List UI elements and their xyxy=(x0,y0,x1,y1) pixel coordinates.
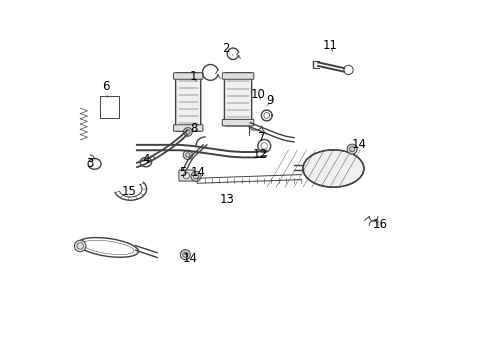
Circle shape xyxy=(74,240,86,252)
FancyBboxPatch shape xyxy=(173,73,203,79)
Circle shape xyxy=(191,171,201,181)
Text: 14: 14 xyxy=(182,252,197,265)
Text: 7: 7 xyxy=(258,131,265,144)
Ellipse shape xyxy=(78,238,138,257)
FancyBboxPatch shape xyxy=(222,73,253,79)
Text: 13: 13 xyxy=(220,193,234,206)
Circle shape xyxy=(180,249,190,260)
Text: 2: 2 xyxy=(222,41,233,55)
Text: 11: 11 xyxy=(323,39,337,52)
Bar xyxy=(100,96,119,118)
Text: 3: 3 xyxy=(86,157,93,170)
Circle shape xyxy=(346,144,356,154)
Text: 14: 14 xyxy=(351,138,366,151)
Circle shape xyxy=(183,150,192,159)
FancyBboxPatch shape xyxy=(173,125,203,131)
Text: 6: 6 xyxy=(102,80,109,98)
Ellipse shape xyxy=(303,150,363,187)
Text: 8: 8 xyxy=(189,122,197,135)
FancyBboxPatch shape xyxy=(175,73,201,131)
Text: 10: 10 xyxy=(250,88,265,101)
Text: 9: 9 xyxy=(265,94,273,107)
FancyBboxPatch shape xyxy=(179,170,194,181)
Text: 5: 5 xyxy=(179,166,186,179)
Text: 14: 14 xyxy=(191,166,205,179)
Text: 12: 12 xyxy=(253,148,267,161)
Text: 16: 16 xyxy=(372,218,387,231)
Text: 15: 15 xyxy=(122,185,136,198)
FancyBboxPatch shape xyxy=(224,73,251,126)
Circle shape xyxy=(183,128,192,136)
Text: 1: 1 xyxy=(189,69,197,82)
Text: 4: 4 xyxy=(142,153,149,166)
FancyBboxPatch shape xyxy=(222,120,253,126)
